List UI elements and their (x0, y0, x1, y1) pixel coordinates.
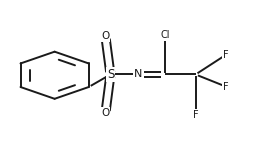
Text: N: N (134, 69, 142, 79)
Text: S: S (107, 68, 114, 81)
Text: F: F (223, 82, 229, 92)
Text: F: F (223, 50, 229, 60)
Text: F: F (193, 110, 198, 120)
Text: O: O (101, 108, 109, 118)
Text: Cl: Cl (160, 30, 170, 40)
Text: O: O (101, 31, 109, 41)
